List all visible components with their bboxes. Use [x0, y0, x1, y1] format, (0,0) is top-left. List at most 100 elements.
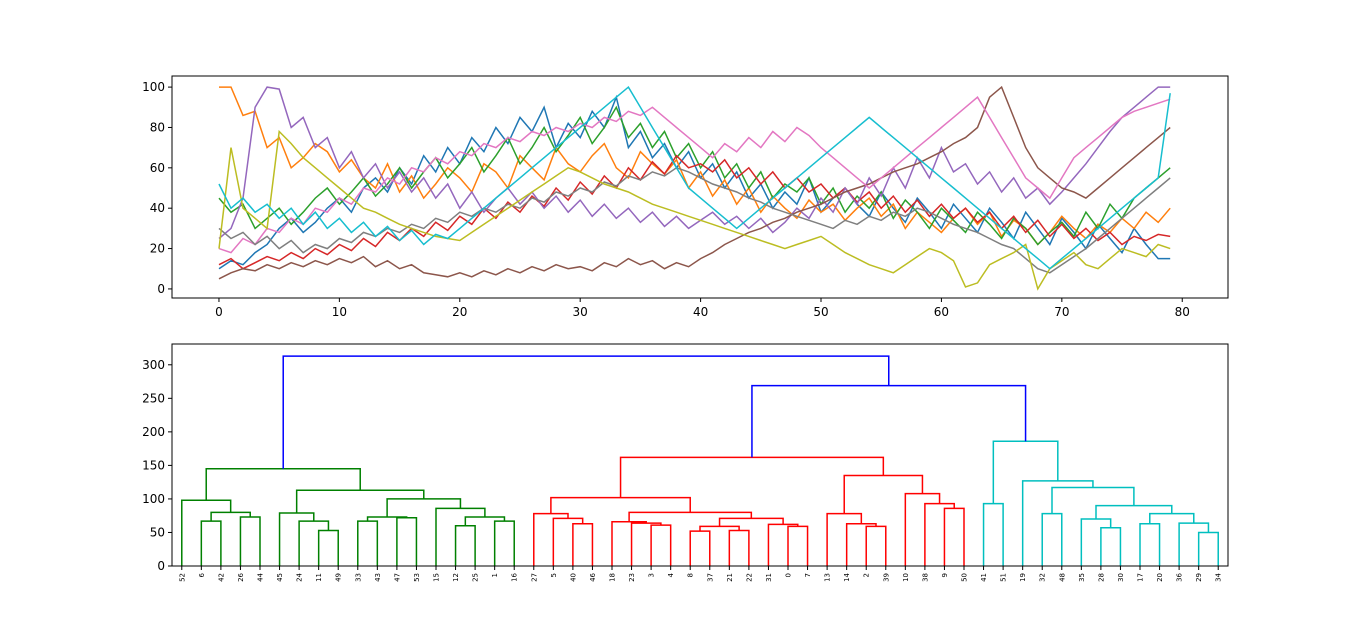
dendrogram-link: [552, 517, 584, 566]
leaf-label: 48: [1058, 573, 1066, 582]
leaf-label: 5: [550, 573, 558, 577]
series-line: [218, 129, 1171, 291]
dendrogram-link: [1041, 512, 1063, 566]
y-tick-label: 150: [142, 458, 165, 472]
leaf-label: 1: [491, 573, 499, 577]
leaf-label: 42: [217, 573, 225, 582]
dendrogram-link: [550, 496, 691, 514]
dendrogram-link: [843, 474, 924, 514]
leaf-label: 10: [902, 573, 910, 582]
y-tick-label: 200: [142, 425, 165, 439]
leaf-label: 43: [374, 573, 382, 582]
dendrogram-link: [845, 522, 877, 566]
leaf-label: 24: [296, 572, 304, 581]
leaf-label: 12: [452, 573, 460, 582]
dendrogram-link: [1021, 480, 1094, 566]
x-tick-label: 20: [452, 305, 467, 319]
x-tick-label: 0: [215, 305, 223, 319]
y-tick-label: 300: [142, 358, 165, 372]
series-line: [218, 94, 1171, 270]
y-tick-label: 0: [157, 559, 165, 573]
series-line: [218, 85, 1171, 270]
y-tick-label: 20: [150, 242, 165, 256]
leaf-label: 26: [237, 572, 245, 581]
leaf-label: 33: [354, 573, 362, 582]
leaf-label: 20: [1156, 573, 1164, 582]
dendrogram-link: [1051, 486, 1135, 514]
leaf-label: 34: [1215, 572, 1223, 581]
x-tick-label: 40: [693, 305, 708, 319]
axes-frame: [171, 343, 1229, 567]
leaf-label: 22: [745, 573, 753, 582]
dendrogram-link: [454, 525, 476, 566]
dendrogram-link: [1100, 527, 1122, 566]
dendrogram-link: [718, 517, 784, 527]
leaf-label: 41: [980, 573, 988, 582]
axes-frame: [171, 75, 1229, 299]
leaf-label: 49: [335, 573, 343, 582]
leaf-label: 38: [921, 573, 929, 582]
dendrogram-link: [751, 384, 1027, 458]
leaf-label: 19: [1019, 573, 1027, 582]
dendrogram-link: [357, 520, 379, 566]
dendrogram-link: [767, 523, 799, 566]
y-tick-label: 100: [142, 492, 165, 506]
y-tick-label: 50: [150, 525, 165, 539]
dendrogram-link: [689, 530, 711, 566]
dendrogram-link: [295, 489, 425, 514]
leaf-label: 15: [433, 573, 441, 582]
leaf-label: 31: [765, 573, 773, 582]
leaf-label: 35: [1078, 573, 1086, 582]
dendrogram-link: [205, 467, 361, 501]
leaf-label: 2: [863, 573, 871, 577]
leaf-label: 52: [178, 573, 186, 582]
y-tick-label: 80: [150, 120, 165, 134]
x-tick-label: 30: [573, 305, 588, 319]
dendrogram-link: [533, 512, 569, 566]
dendrogram-link: [904, 492, 941, 566]
leaf-label: 0: [785, 573, 793, 577]
dendrogram-link: [181, 499, 232, 566]
dendrogram-link: [317, 529, 339, 566]
leaf-label: 40: [569, 573, 577, 582]
leaf-label: 23: [628, 573, 636, 582]
dendrogram-link: [396, 516, 418, 566]
dendrogram-link: [200, 520, 222, 566]
dendrogram-link: [992, 440, 1059, 504]
leaf-label: 44: [257, 572, 265, 581]
leaf-label: 39: [882, 573, 890, 582]
leaf-label: 36: [1176, 572, 1184, 581]
dendrogram-link: [1139, 522, 1161, 566]
dendrogram-link: [650, 524, 672, 566]
leaf-label: 27: [530, 573, 538, 582]
leaf-label: 7: [804, 573, 812, 577]
leaf-label: 28: [1097, 573, 1105, 582]
series-line: [218, 154, 1171, 270]
dendrogram-link: [826, 512, 863, 566]
dendrogram-link: [1095, 504, 1173, 520]
leaf-label: 21: [726, 573, 734, 582]
series-line: [218, 105, 1171, 246]
dendrogram-link: [787, 525, 809, 566]
dendrogram-link: [611, 520, 647, 566]
y-tick-label: 60: [150, 161, 165, 175]
y-tick-label: 100: [142, 80, 165, 94]
dendrogram-link: [924, 502, 955, 566]
dendrogram-link: [282, 355, 890, 469]
leaf-label: 30: [1117, 573, 1125, 582]
dendrogram-link: [628, 511, 753, 522]
y-tick-label: 40: [150, 201, 165, 215]
leaf-label: 13: [824, 573, 832, 582]
leaf-label: 14: [843, 572, 851, 581]
leaf-label: 18: [609, 573, 617, 582]
dendrogram-link: [865, 525, 887, 566]
leaf-label: 3: [648, 573, 656, 577]
dendrogram-link: [943, 507, 965, 566]
leaf-label: 37: [706, 573, 714, 582]
x-tick-label: 70: [1054, 305, 1069, 319]
leaf-label: 9: [941, 573, 949, 577]
series-line: [218, 86, 1171, 240]
dendrogram-link: [298, 520, 330, 566]
y-tick-label: 0: [157, 282, 165, 296]
leaf-label: 46: [589, 572, 597, 581]
